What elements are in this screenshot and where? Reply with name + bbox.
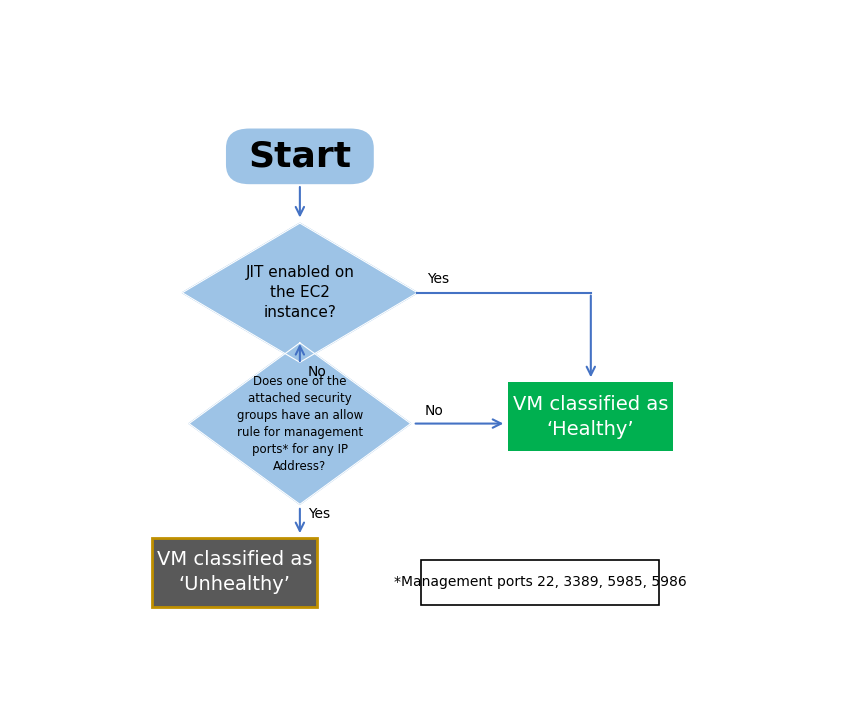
Text: Does one of the
attached security
groups have an allow
rule for management
ports: Does one of the attached security groups… [237, 375, 363, 473]
Text: No: No [424, 404, 443, 418]
FancyBboxPatch shape [508, 382, 673, 451]
Polygon shape [189, 343, 411, 505]
Text: Yes: Yes [308, 507, 330, 521]
FancyBboxPatch shape [420, 560, 660, 604]
FancyBboxPatch shape [152, 538, 316, 607]
Text: VM classified as
‘Unhealthy’: VM classified as ‘Unhealthy’ [157, 550, 312, 594]
Text: Yes: Yes [427, 272, 450, 286]
Polygon shape [182, 223, 418, 362]
Text: Start: Start [248, 140, 351, 174]
Text: JIT enabled on
the EC2
instance?: JIT enabled on the EC2 instance? [245, 265, 355, 320]
FancyBboxPatch shape [226, 129, 374, 184]
Text: *Management ports 22, 3389, 5985, 5986: *Management ports 22, 3389, 5985, 5986 [394, 576, 687, 589]
Text: No: No [308, 365, 327, 379]
Text: VM classified as
‘Healthy’: VM classified as ‘Healthy’ [512, 395, 668, 439]
